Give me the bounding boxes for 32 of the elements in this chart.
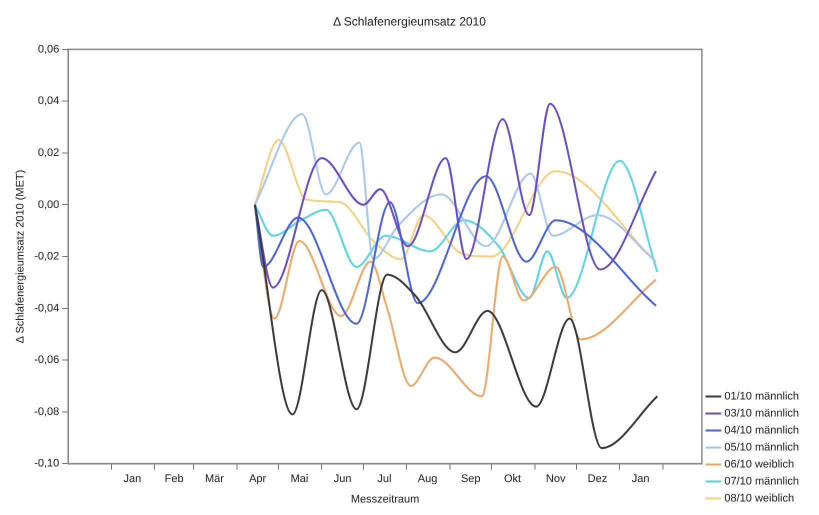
x-tick-label: Mär (205, 473, 224, 486)
x-tick-label: Dez (588, 473, 608, 486)
x-tick-label: Feb (164, 473, 184, 486)
y-tick-label: 0,04 (38, 95, 60, 108)
y-tick-label: 0,02 (38, 146, 60, 159)
legend-label: 08/10 weiblich (724, 492, 794, 505)
legend-label: 06/10 weiblich (724, 458, 794, 471)
legend-label: 05/10 männlich (724, 442, 800, 454)
y-tick-label: 0,00 (38, 198, 60, 211)
y-tick-label: -0,04 (34, 302, 60, 314)
x-tick-label: Jan (632, 473, 650, 486)
x-tick-label: Jan (123, 473, 142, 486)
legend-label: 03/10 männlich (724, 408, 800, 420)
x-tick-label: Sep (460, 473, 481, 486)
x-tick-label: Jun (334, 473, 352, 486)
x-tick-label: Nov (546, 473, 566, 486)
x-tick-label: Aug (418, 473, 438, 486)
x-tick-label: Mai (290, 473, 308, 486)
legend-label: 04/10 männlich (724, 424, 800, 437)
y-tick-label: -0,08 (34, 406, 60, 418)
y-tick-label: 0,06 (38, 43, 60, 56)
x-tick-label: Okt (504, 473, 522, 486)
chart-title: Δ Schlafenergieumsatz 2010 (333, 14, 486, 29)
x-axis-title: Messzeitraum (350, 493, 420, 506)
y-tick-label: -0,10 (34, 458, 60, 470)
x-tick-label: Apr (249, 473, 267, 486)
legend-label: 01/10 männlich (724, 390, 800, 403)
y-tick-label: -0,06 (34, 354, 60, 366)
y-tick-label: -0,02 (34, 250, 60, 263)
legend-label: 07/10 männlich (724, 476, 800, 488)
y-axis-title: Δ Schlafenergieumsatz 2010 (MET) (14, 170, 27, 344)
x-tick-label: Jul (377, 473, 392, 486)
